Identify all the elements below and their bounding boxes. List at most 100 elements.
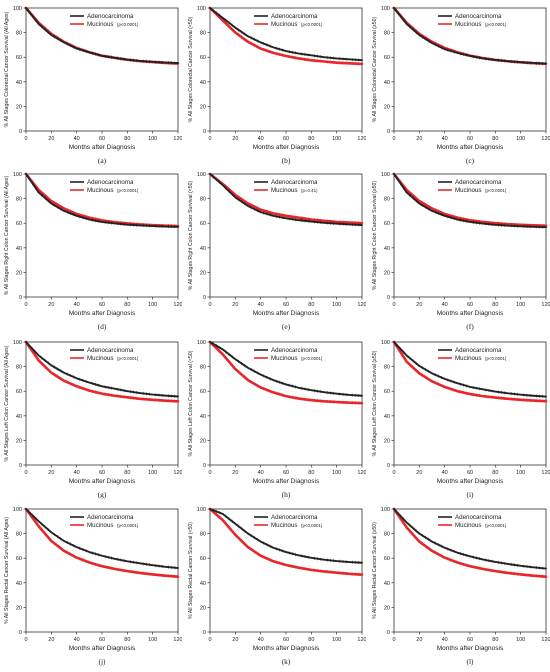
legend-pvalue: (p<0.0001) <box>485 188 507 193</box>
y-tick-label: 80 <box>200 532 206 538</box>
x-tick-label: 60 <box>467 470 473 476</box>
y-tick-label: 80 <box>16 532 22 538</box>
y-tick-label: 40 <box>200 414 206 420</box>
x-tick-label: 100 <box>516 302 525 308</box>
x-tick-label: 120 <box>173 136 182 142</box>
survival-curve <box>208 6 364 66</box>
legend-pvalue: (p<0.0001) <box>485 523 507 528</box>
x-tick-label: 80 <box>492 136 498 142</box>
y-tick-label: 100 <box>197 507 206 513</box>
y-tick-label: 60 <box>200 556 206 562</box>
x-tick-label: 120 <box>541 302 550 308</box>
y-axis-label: % All Stages Rectal Cancer Survival (<50… <box>188 522 194 619</box>
x-tick-label: 20 <box>232 470 238 476</box>
chart-e: 0 20 40 60 80 100 120 0 20 40 60 80 100 Months after … <box>188 172 367 331</box>
survival-curve <box>25 508 179 569</box>
legend-label-mucinous: Mucinous <box>271 187 297 194</box>
panel-i: 0 20 40 60 80 100 120 0 20 40 60 80 100 Months after … <box>368 334 550 500</box>
chart-c: 0 20 40 60 80 100 120 0 20 40 60 80 100 Months after … <box>372 6 550 165</box>
y-tick-label: 100 <box>381 172 390 178</box>
x-tick-label: 60 <box>99 637 105 643</box>
y-tick-label: 80 <box>16 197 22 203</box>
x-tick-label: 80 <box>308 136 314 142</box>
x-tick-label: 0 <box>208 470 211 476</box>
x-tick-label: 40 <box>258 470 264 476</box>
y-tick-label: 20 <box>200 104 206 110</box>
series-adenocarcinoma <box>393 508 547 570</box>
y-tick-label: 100 <box>197 340 206 346</box>
panel-caption: (d) <box>98 322 107 331</box>
x-tick-label: 120 <box>357 302 366 308</box>
legend-label-adenocarcinoma: Adenocarcinoma <box>87 179 134 186</box>
y-tick-label: 20 <box>200 438 206 444</box>
y-tick-label: 80 <box>384 365 390 371</box>
x-tick-label: 120 <box>541 470 550 476</box>
y-tick-label: 20 <box>384 104 390 110</box>
x-tick-label: 0 <box>24 470 27 476</box>
y-tick-label: 40 <box>16 80 22 86</box>
panel-caption: (c) <box>466 156 475 165</box>
x-tick-label: 20 <box>416 136 422 142</box>
y-tick-label: 40 <box>16 414 22 420</box>
x-axis-label: Months after Diagnosis <box>437 478 504 485</box>
x-axis-label: Months after Diagnosis <box>69 144 136 151</box>
x-tick-label: 100 <box>516 136 525 142</box>
x-tick-label: 80 <box>308 302 314 308</box>
survival-curve <box>24 507 180 578</box>
panel-e: 0 20 40 60 80 100 120 0 20 40 60 80 100 Months after … <box>184 166 367 332</box>
chart-j: 0 20 40 60 80 100 120 0 20 40 60 80 100 Months after … <box>4 507 183 666</box>
chart-h: 0 20 40 60 80 100 120 0 20 40 60 80 100 Months after … <box>188 340 367 499</box>
x-tick-label: 80 <box>492 637 498 643</box>
y-tick-label: 0 <box>203 463 206 469</box>
x-axis-label: Months after Diagnosis <box>437 144 504 151</box>
x-tick-label: 80 <box>124 637 130 643</box>
x-tick-label: 0 <box>392 302 395 308</box>
y-tick-label: 60 <box>16 556 22 562</box>
x-tick-label: 60 <box>467 302 473 308</box>
x-tick-label: 0 <box>208 637 211 643</box>
y-tick-label: 40 <box>200 246 206 252</box>
x-tick-label: 40 <box>74 470 80 476</box>
x-tick-label: 20 <box>232 637 238 643</box>
x-tick-label: 0 <box>392 136 395 142</box>
x-axis-label: Months after Diagnosis <box>253 144 320 151</box>
x-tick-label: 100 <box>332 637 341 643</box>
y-axis-label: % All Stages Rectal Cancer Survival (≥50… <box>372 522 378 619</box>
x-tick-label: 60 <box>283 637 289 643</box>
panel-c: 0 20 40 60 80 100 120 0 20 40 60 80 100 Months after … <box>368 0 550 166</box>
y-tick-label: 80 <box>384 31 390 37</box>
legend-label-adenocarcinoma: Adenocarcinoma <box>455 179 502 186</box>
legend-pvalue: (p<0.0001) <box>117 356 139 361</box>
panel-h: 0 20 40 60 80 100 120 0 20 40 60 80 100 Months after … <box>184 334 367 500</box>
y-tick-label: 80 <box>200 197 206 203</box>
legend-pvalue: (p<0.0001) <box>117 523 139 528</box>
legend-pvalue: (p=0.41) <box>301 188 318 193</box>
legend-pvalue: (p<0.0001) <box>301 356 323 361</box>
series-adenocarcinoma <box>209 173 363 227</box>
y-tick-label: 40 <box>384 246 390 252</box>
x-tick-label: 0 <box>24 302 27 308</box>
x-tick-label: 20 <box>48 136 54 142</box>
y-tick-label: 60 <box>200 389 206 395</box>
x-tick-label: 60 <box>467 136 473 142</box>
x-tick-label: 120 <box>357 637 366 643</box>
y-tick-label: 0 <box>387 129 390 135</box>
y-tick-label: 0 <box>19 129 22 135</box>
y-axis-label: % All Stages Right Colon Cancer Survival… <box>4 176 10 296</box>
survival-curve <box>24 340 180 403</box>
x-tick-label: 20 <box>48 470 54 476</box>
x-tick-label: 80 <box>492 302 498 308</box>
x-tick-label: 120 <box>173 637 182 643</box>
x-tick-label: 100 <box>148 302 157 308</box>
survival-curve <box>392 340 548 403</box>
chart-d: 0 20 40 60 80 100 120 0 20 40 60 80 100 Months after … <box>4 172 183 331</box>
x-tick-label: 20 <box>48 637 54 643</box>
survival-curve <box>392 172 548 227</box>
x-tick-label: 40 <box>442 136 448 142</box>
y-tick-label: 40 <box>200 581 206 587</box>
